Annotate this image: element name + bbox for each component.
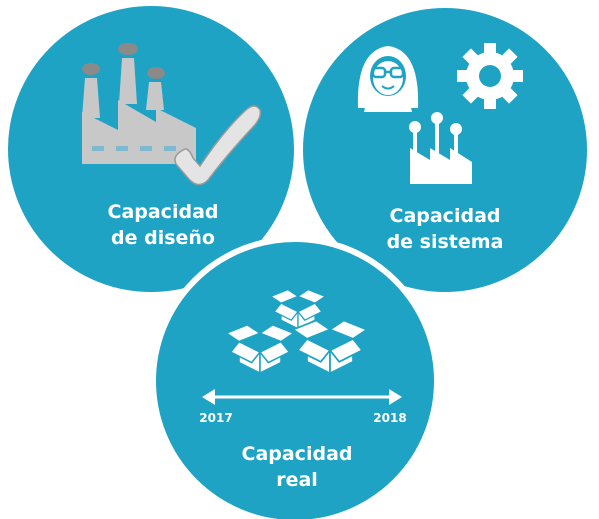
small-factory-icon [409,112,472,184]
checkmark-icon [174,105,262,186]
worker-avatar-icon [357,46,419,112]
system-capacity-label-line1: Capacidad [390,205,501,227]
open-box-icon [225,324,295,374]
open-box-icon [292,319,368,375]
open-box-icon [270,288,326,330]
timeline-start-year: 2017 [199,411,232,425]
design-capacity-label-line2: de diseño [111,227,215,249]
gear-icon [457,43,523,109]
real-capacity-label-line1: Capacidad [242,443,353,465]
real-capacity-circle [150,236,440,519]
real-capacity-label-line2: real [276,469,318,491]
system-capacity-label-line2: de sistema [387,231,504,253]
design-capacity-label-line1: Capacidad [108,201,219,223]
timeline-end-year: 2018 [373,411,406,425]
factory-icon [82,43,196,164]
timeline-arrow-icon [202,389,402,405]
